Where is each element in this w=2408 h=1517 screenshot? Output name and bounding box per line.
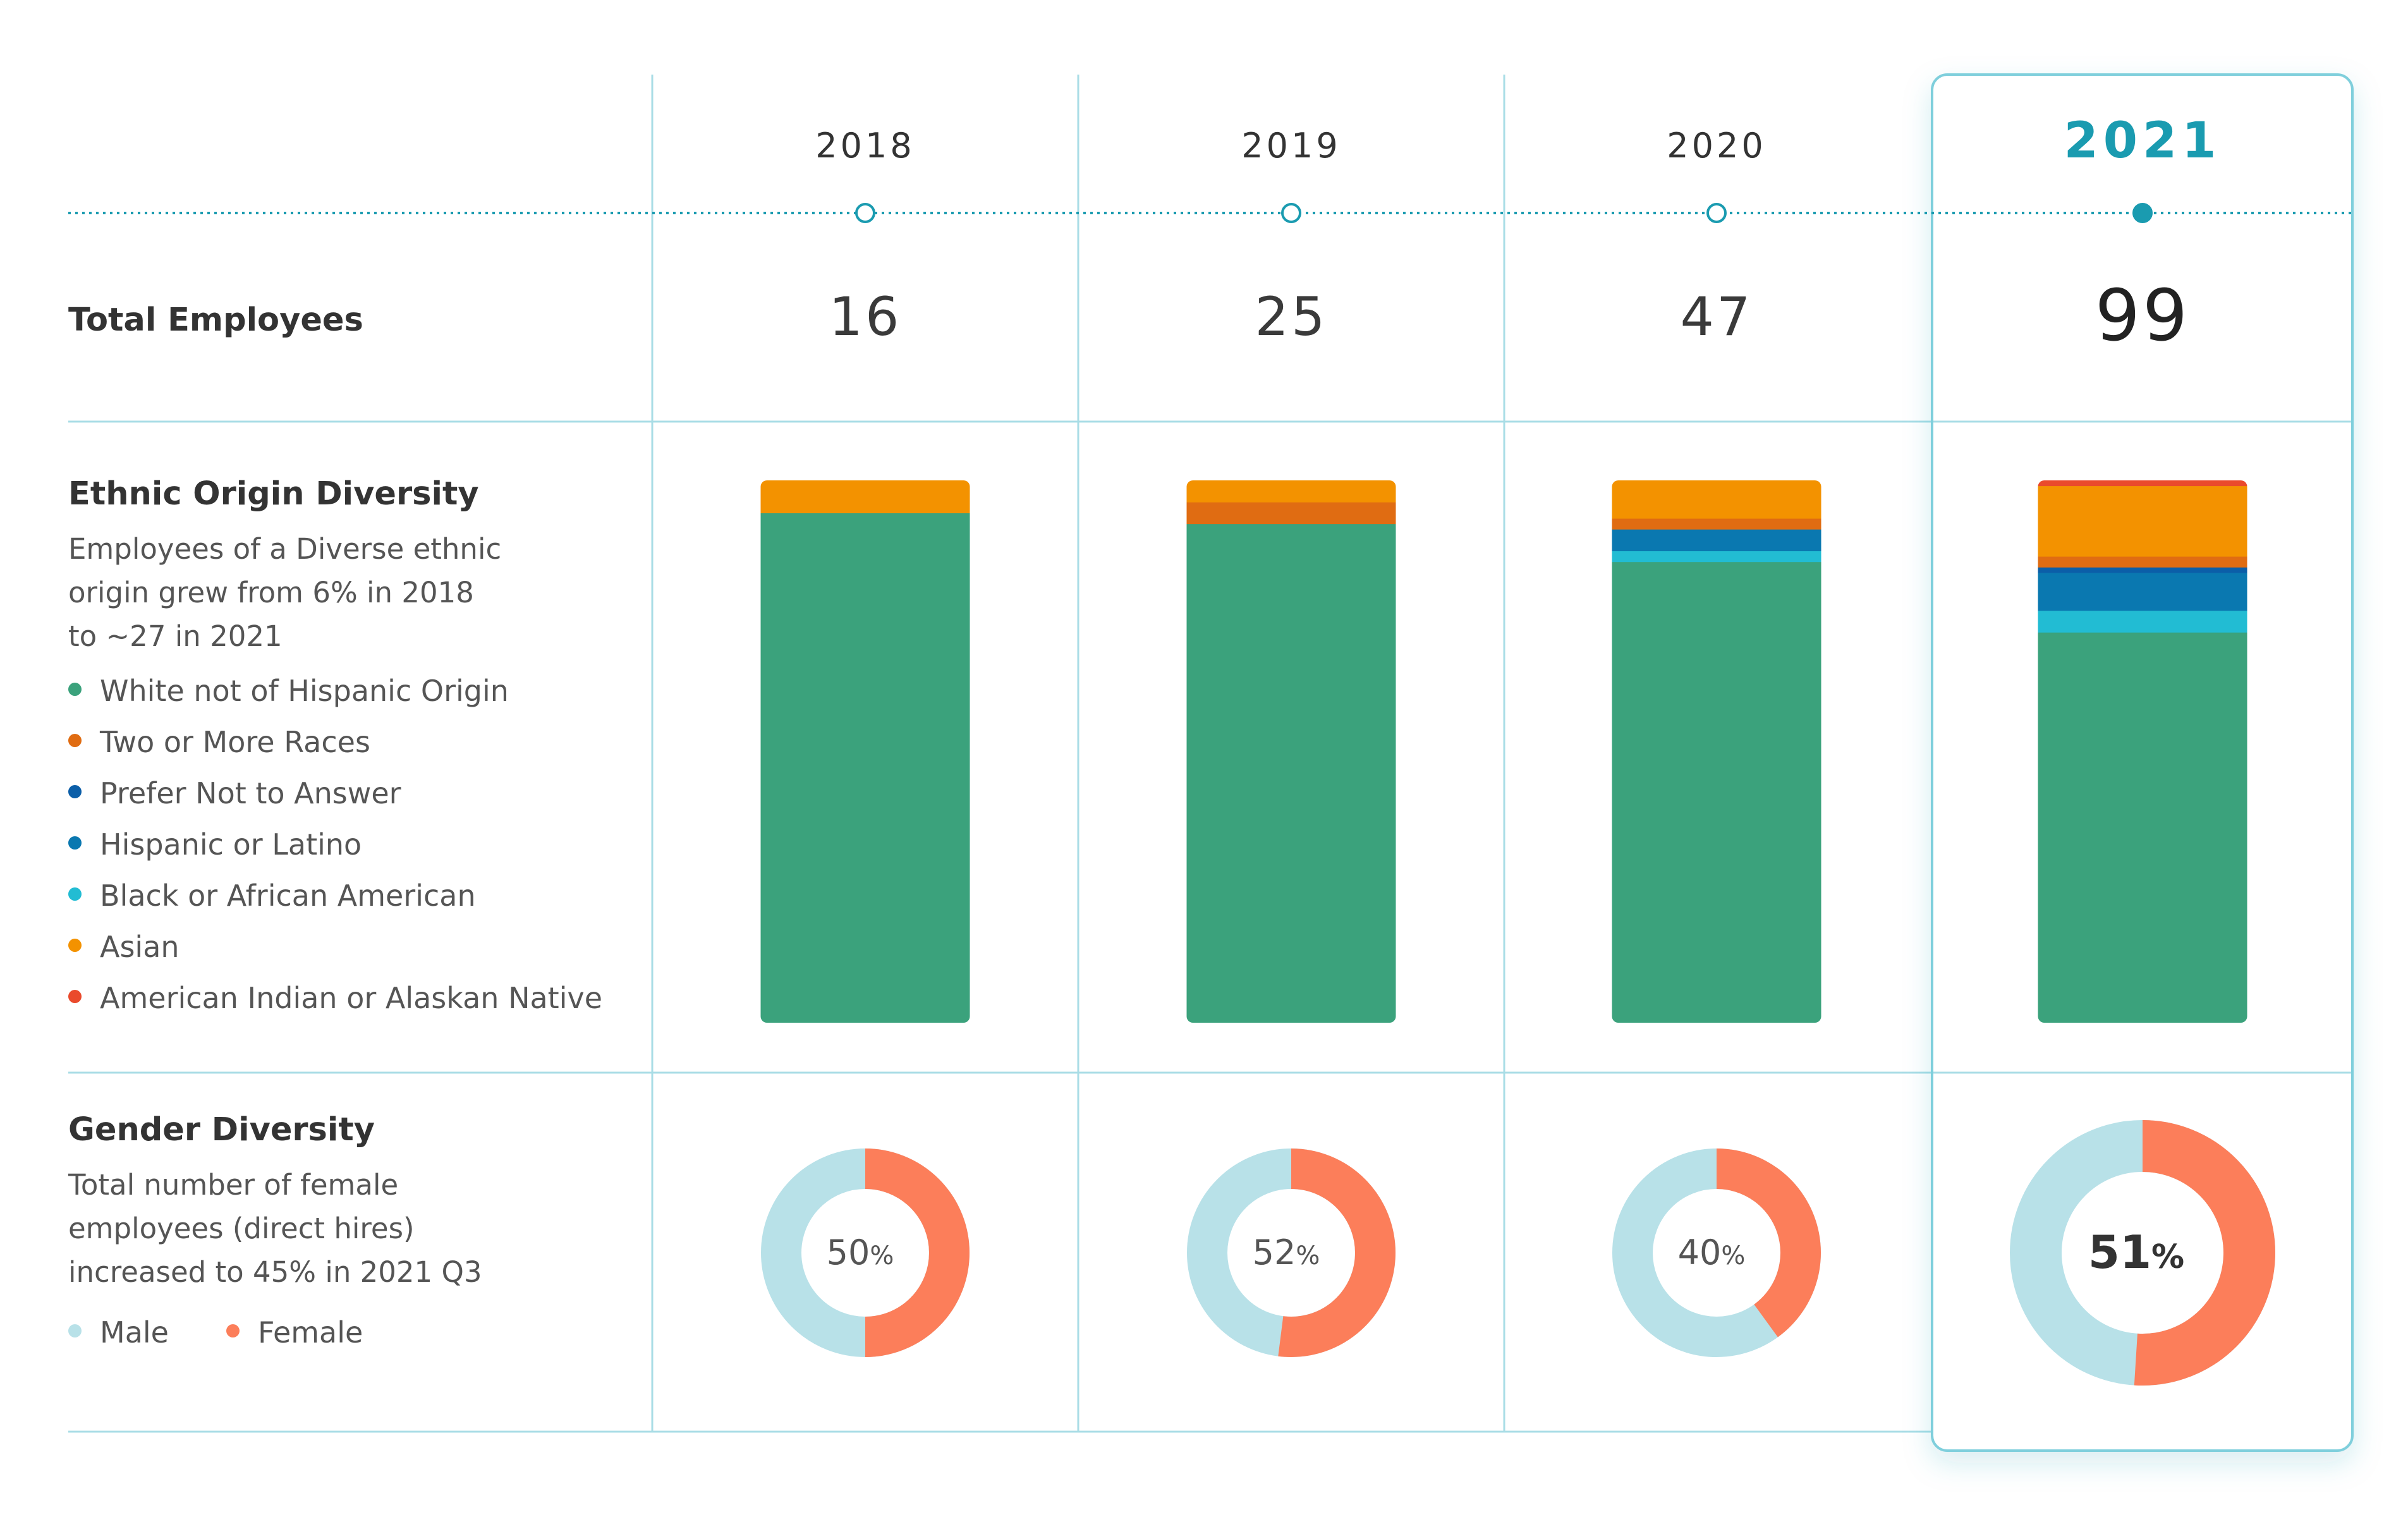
legend-label: Hispanic or Latino: [100, 827, 362, 862]
donut-label-2018: 50%: [827, 1233, 894, 1272]
total-employees-row: Total Employees 16 25 47 99: [68, 275, 2191, 357]
bar-segment-hispanic-or-latino-2021: [2038, 572, 2247, 611]
timeline-dot-2021: [2132, 203, 2153, 223]
donut-label-suffix: %: [1296, 1241, 1320, 1270]
year-header-2021: 2021: [2064, 113, 2221, 169]
donut-label-2020: 40%: [1678, 1233, 1746, 1272]
gender-donuts: 50% 52% 40% 51%: [761, 1120, 2275, 1386]
timeline-dot-2018: [855, 203, 875, 223]
bar-segment-american-indian-or-alaskan-native-2021: [2038, 480, 2247, 487]
year-header-2019: 2019: [1241, 126, 1341, 166]
donut-segment-female-2020: [1716, 1148, 1821, 1337]
stacked-bar-2018: [760, 480, 970, 1023]
year-header-2020: 2020: [1667, 126, 1766, 166]
donut-label-suffix: %: [1721, 1241, 1745, 1270]
total-employees-value-2019: 25: [1255, 286, 1328, 348]
total-employees-label: Total Employees: [68, 302, 363, 339]
total-employees-value-2018: 16: [829, 286, 902, 348]
donut-label-suffix: %: [2151, 1238, 2184, 1276]
bar-segment-hispanic-or-latino-2020: [1612, 529, 1821, 552]
donut-2019: 52%: [1187, 1148, 1396, 1357]
bar-segment-white-not-of-hispanic-origin-2020: [1612, 561, 1821, 1023]
legend-label: White not of Hispanic Origin: [100, 674, 509, 708]
bar-segment-asian-2018: [760, 480, 970, 513]
total-employees-value-2020: 47: [1681, 286, 1753, 348]
legend-dot: [68, 887, 82, 901]
bar-segment-asian-2019: [1186, 480, 1396, 503]
legend-dot: [68, 1324, 82, 1337]
donut-segment-female-2021: [2134, 1120, 2275, 1386]
legend-label: Asian: [100, 930, 179, 964]
bar-segment-black-or-african-american-2020: [1612, 551, 1821, 563]
legend-dot: [226, 1324, 240, 1337]
donut-label-suffix: %: [870, 1241, 894, 1270]
legend-label: Female: [258, 1315, 363, 1349]
donut-segment-female-2018: [865, 1148, 970, 1357]
donut-segment-female-2019: [1278, 1148, 1396, 1357]
total-employees-value-2021: 99: [2095, 275, 2191, 357]
bar-segment-asian-2021: [2038, 485, 2247, 557]
donut-2018: 50%: [761, 1148, 970, 1357]
legend-label: American Indian or Alaskan Native: [100, 981, 603, 1015]
gender-section-description: Total number of female employees (direct…: [68, 1168, 482, 1289]
bar-segment-asian-2020: [1612, 480, 1821, 519]
ethnic-stacked-bars: [760, 480, 2247, 1023]
legend-dot: [68, 785, 82, 798]
gender-section-title: Gender Diversity: [68, 1111, 375, 1148]
bar-segment-white-not-of-hispanic-origin-2018: [760, 513, 970, 1023]
ethnic-section-title: Ethnic Origin Diversity: [68, 475, 479, 513]
stacked-bar-2020: [1612, 480, 1821, 1023]
legend-dot: [68, 836, 82, 850]
legend-label: Two or More Races: [100, 725, 370, 759]
bar-segment-two-or-more-races-2021: [2038, 556, 2247, 568]
legend-dot: [68, 734, 82, 747]
legend-dot: [68, 939, 82, 952]
donut-label-2019: 52%: [1253, 1233, 1320, 1272]
year-header-2018: 2018: [815, 126, 915, 166]
timeline-dot-2020: [1706, 203, 1727, 223]
stacked-bar-2019: [1186, 480, 1396, 1023]
bar-segment-two-or-more-races-2020: [1612, 518, 1821, 530]
bar-segment-prefer-not-to-answer-2021: [2038, 567, 2247, 573]
legend-label: Male: [100, 1315, 169, 1349]
stacked-bar-2021: [2038, 480, 2247, 1023]
legend-label: Black or African American: [100, 879, 476, 913]
legend-dot: [68, 683, 82, 696]
legend-label: Prefer Not to Answer: [100, 776, 401, 810]
donut-2020: 40%: [1612, 1148, 1821, 1357]
donut-2021: 51%: [2010, 1120, 2275, 1386]
legend-dot: [68, 990, 82, 1003]
bar-segment-white-not-of-hispanic-origin-2021: [2038, 632, 2247, 1023]
timeline-dot-2019: [1281, 203, 1301, 223]
ethnic-section-description: Employees of a Diverse ethnic origin gre…: [68, 532, 502, 653]
bar-segment-two-or-more-races-2019: [1186, 502, 1396, 525]
bar-segment-white-not-of-hispanic-origin-2019: [1186, 523, 1396, 1023]
bar-segment-black-or-african-american-2021: [2038, 610, 2247, 633]
timeline: [68, 203, 2352, 223]
year-headers: 2018 2019 2020 2021: [815, 113, 2221, 169]
